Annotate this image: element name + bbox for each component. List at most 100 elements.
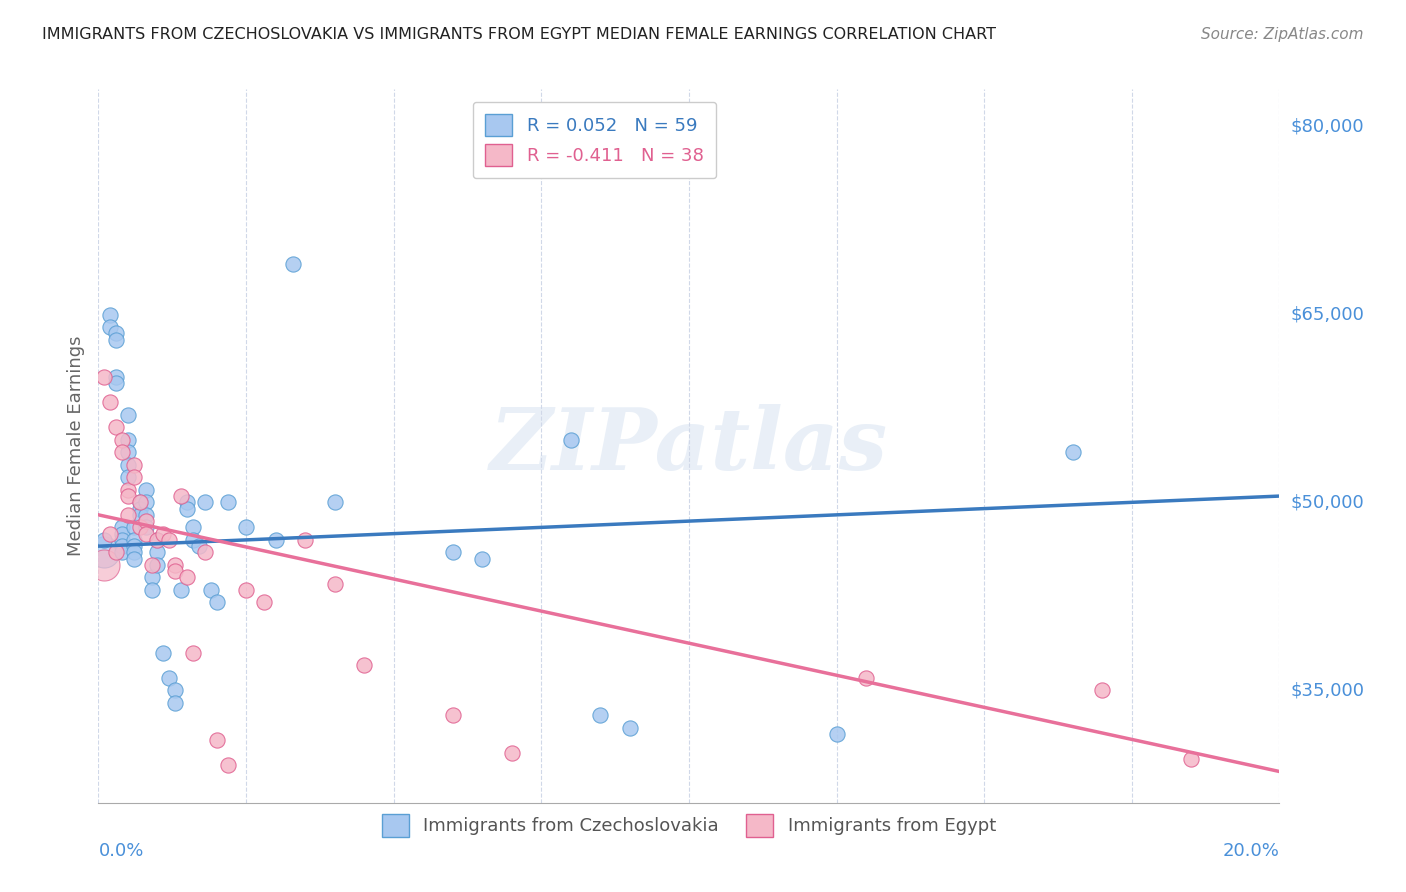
Point xyxy=(128,520,150,534)
Point xyxy=(122,533,145,547)
Point xyxy=(128,508,150,522)
Point xyxy=(117,489,139,503)
Point xyxy=(117,408,139,422)
Point xyxy=(176,501,198,516)
Point xyxy=(135,483,157,497)
Point xyxy=(128,495,150,509)
Point xyxy=(152,526,174,541)
Point xyxy=(165,564,187,578)
Point xyxy=(122,545,145,559)
Point xyxy=(441,708,464,723)
Point xyxy=(117,458,139,472)
Point xyxy=(200,582,222,597)
Point xyxy=(122,458,145,472)
Text: $50,000: $50,000 xyxy=(1291,493,1364,511)
Point xyxy=(105,420,128,434)
Text: 0.0%: 0.0% xyxy=(98,842,143,860)
Point xyxy=(128,495,150,509)
Point xyxy=(501,746,523,760)
Point xyxy=(122,551,145,566)
Point xyxy=(194,495,217,509)
Point xyxy=(855,671,877,685)
Point xyxy=(111,526,134,541)
Point xyxy=(1091,683,1114,698)
Point xyxy=(93,370,115,384)
Text: IMMIGRANTS FROM CZECHOSLOVAKIA VS IMMIGRANTS FROM EGYPT MEDIAN FEMALE EARNINGS C: IMMIGRANTS FROM CZECHOSLOVAKIA VS IMMIGR… xyxy=(42,27,997,42)
Point xyxy=(111,445,134,459)
Point xyxy=(217,758,239,772)
Point xyxy=(165,696,187,710)
Point xyxy=(353,658,375,673)
Point xyxy=(111,433,134,447)
Point xyxy=(93,545,115,559)
Point xyxy=(117,483,139,497)
Point xyxy=(205,595,228,609)
Point xyxy=(152,646,174,660)
Point xyxy=(471,551,494,566)
Point xyxy=(825,727,848,741)
Point xyxy=(105,376,128,391)
Point xyxy=(135,514,157,528)
Point xyxy=(135,520,157,534)
Point xyxy=(176,495,198,509)
Point xyxy=(181,646,204,660)
Point xyxy=(253,595,276,609)
Point xyxy=(560,433,582,447)
Point xyxy=(217,495,239,509)
Point xyxy=(105,370,128,384)
Point xyxy=(93,533,115,547)
Point xyxy=(122,520,145,534)
Point xyxy=(117,445,139,459)
Point xyxy=(283,257,305,271)
Point xyxy=(135,508,157,522)
Point xyxy=(176,570,198,584)
Point xyxy=(141,570,163,584)
Text: Source: ZipAtlas.com: Source: ZipAtlas.com xyxy=(1201,27,1364,42)
Point xyxy=(157,533,180,547)
Point xyxy=(441,545,464,559)
Text: 20.0%: 20.0% xyxy=(1223,842,1279,860)
Point xyxy=(165,558,187,572)
Point xyxy=(117,508,139,522)
Point xyxy=(111,545,134,559)
Point xyxy=(105,326,128,341)
Point xyxy=(98,320,121,334)
Y-axis label: Median Female Earnings: Median Female Earnings xyxy=(66,335,84,557)
Point xyxy=(122,539,145,553)
Text: ZIPatlas: ZIPatlas xyxy=(489,404,889,488)
Point xyxy=(111,539,134,553)
Point xyxy=(187,539,209,553)
Point xyxy=(117,433,139,447)
Point xyxy=(323,576,346,591)
Point xyxy=(105,545,128,559)
Point xyxy=(146,533,169,547)
Point xyxy=(264,533,287,547)
Point xyxy=(323,495,346,509)
Text: $80,000: $80,000 xyxy=(1291,118,1364,136)
Point xyxy=(135,495,157,509)
Point xyxy=(205,733,228,747)
Point xyxy=(128,501,150,516)
Point xyxy=(98,308,121,322)
Point xyxy=(619,721,641,735)
Point xyxy=(1180,752,1202,766)
Point xyxy=(294,533,316,547)
Point xyxy=(117,470,139,484)
Point xyxy=(146,533,169,547)
Point xyxy=(146,558,169,572)
Legend: Immigrants from Czechoslovakia, Immigrants from Egypt: Immigrants from Czechoslovakia, Immigran… xyxy=(375,807,1002,844)
Point xyxy=(170,489,193,503)
Point xyxy=(157,671,180,685)
Point xyxy=(105,333,128,347)
Point xyxy=(235,582,257,597)
Point xyxy=(122,470,145,484)
Point xyxy=(1062,445,1084,459)
Point xyxy=(165,683,187,698)
Point xyxy=(146,545,169,559)
Point xyxy=(235,520,257,534)
Point xyxy=(111,533,134,547)
Point xyxy=(98,526,121,541)
Text: $35,000: $35,000 xyxy=(1291,681,1365,699)
Point xyxy=(181,520,204,534)
Point xyxy=(181,533,204,547)
